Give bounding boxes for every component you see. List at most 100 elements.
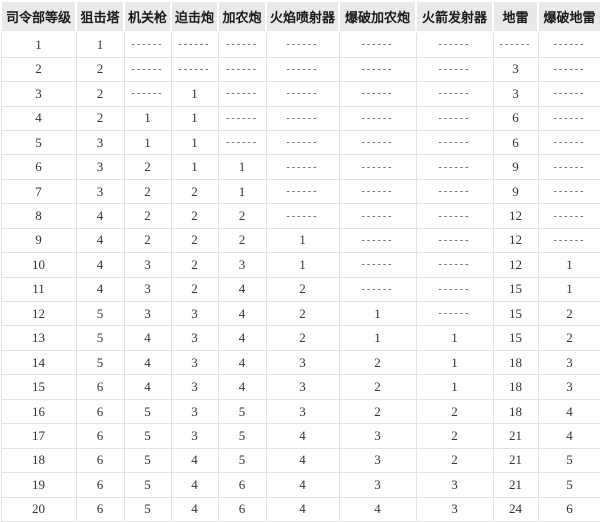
table-cell: 1	[415, 325, 494, 351]
table-cell: 4	[75, 276, 125, 303]
table-cell: 17	[0, 423, 77, 449]
table-cell: ------	[415, 129, 494, 156]
table-cell: ------	[537, 105, 600, 131]
column-header: 司令部等级	[0, 0, 77, 33]
table-cell: 5	[217, 398, 267, 425]
table-cell: 12	[492, 252, 539, 278]
table-cell: 5	[0, 129, 77, 156]
table-cell: ------	[338, 31, 417, 58]
table-cell: 1	[170, 105, 219, 131]
table-cell: 6	[217, 472, 267, 498]
table-cell: 4	[265, 447, 340, 474]
table-cell: 1	[123, 105, 172, 131]
table-cell: 5	[537, 447, 600, 474]
column-header: 爆破地雷	[537, 0, 600, 33]
table-cell: 5	[217, 423, 267, 449]
table-cell: 15	[492, 301, 539, 327]
table-cell: ------	[265, 154, 340, 180]
table-cell: ------	[338, 154, 417, 180]
table-cell: 6	[217, 496, 267, 522]
table-cell: 4	[217, 349, 267, 376]
table-cell: 20	[0, 496, 77, 522]
table-cell: 6	[75, 398, 125, 425]
table-row: 15 6 4 3 4 3 2 1 18 3	[0, 374, 600, 400]
table-cell: 4	[75, 252, 125, 278]
table-cell: 3	[492, 81, 539, 107]
table-row: 3 2 ------ 1 ------ ------ ------ ------ 3 ------	[0, 81, 600, 107]
column-header: 狙击塔	[75, 0, 125, 33]
table-cell: 15	[492, 276, 539, 303]
table-cell: 16	[0, 398, 77, 425]
table-cell: 19	[0, 472, 77, 498]
table-body: 1 1 ------ ------ ------ ------ ------ ------ --…	[0, 31, 600, 522]
table-cell: ------	[338, 203, 417, 229]
table-row: 2 2 ------ ------ ------ ------ ------ ------ 3-…	[0, 56, 600, 83]
table-cell: 3	[338, 447, 417, 474]
table-cell: ------	[537, 154, 600, 180]
table-cell: 1	[338, 301, 417, 327]
table-cell: 6	[75, 472, 125, 498]
table-cell: 1	[170, 154, 219, 180]
table-cell: 2	[265, 276, 340, 303]
column-header: 迫击炮	[170, 0, 219, 33]
table-cell: ------	[537, 129, 600, 156]
table-row: 19 6 5 4 6 4 3 3 21 5	[0, 472, 600, 498]
table-cell: ------	[123, 56, 172, 83]
table-row: 16 6 5 3 5 3 2 2 18 4	[0, 398, 600, 425]
table-cell: 8	[0, 203, 77, 229]
table-cell: 1	[265, 227, 340, 254]
table-cell: 2	[123, 154, 172, 180]
table-cell: 4	[123, 325, 172, 351]
table-cell: 3	[123, 301, 172, 327]
table-cell: ------	[170, 56, 219, 83]
table-cell: ------	[265, 203, 340, 229]
column-header: 地雷	[492, 0, 539, 33]
table-cell: ------	[217, 129, 267, 156]
table-cell: 2	[170, 203, 219, 229]
table-cell: ------	[415, 105, 494, 131]
table-row: 7 3 2 2 1 ------ ------ ------ 9 ------	[0, 178, 600, 205]
table-cell: 5	[123, 398, 172, 425]
table-cell: 2	[415, 398, 494, 425]
table-cell: 3	[170, 398, 219, 425]
table-cell: ------	[415, 301, 494, 327]
table-cell: 2	[75, 105, 125, 131]
table-cell: ------	[415, 276, 494, 303]
table-cell: ------	[217, 81, 267, 107]
table-cell: ------	[415, 178, 494, 205]
table-cell: 3	[170, 374, 219, 400]
table-cell: 2	[75, 56, 125, 83]
table-cell: 5	[75, 349, 125, 376]
table-cell: ------	[265, 31, 340, 58]
table-cell: ------	[217, 31, 267, 58]
table-cell: 3	[75, 129, 125, 156]
table-cell: ------	[338, 129, 417, 156]
table-cell: 6	[75, 374, 125, 400]
table-cell: 5	[123, 472, 172, 498]
table-cell: ------	[537, 31, 600, 58]
table-row: 14 5 4 3 4 3 2 1 18 3	[0, 349, 600, 376]
column-header: 爆破加农炮	[338, 0, 417, 33]
table-row: 5 3 1 1 ------ ------ ------ ------ 6 ------	[0, 129, 600, 156]
table-cell: ------	[338, 227, 417, 254]
table-row: 18 6 5 4 5 4 3 2 21 5	[0, 447, 600, 474]
table-row: 1 1 ------ ------ ------ ------ ------ ------ --…	[0, 31, 600, 58]
table-cell: ------	[338, 105, 417, 131]
table-cell: 1	[537, 276, 600, 303]
table-cell: ------	[415, 154, 494, 180]
table-cell: ------	[537, 178, 600, 205]
table-cell: 5	[123, 447, 172, 474]
table-cell: ------	[537, 56, 600, 83]
table-cell: 6	[75, 423, 125, 449]
table-cell: 4	[265, 496, 340, 522]
table-cell: 1	[75, 31, 125, 58]
table-cell: 4	[338, 496, 417, 522]
table-cell: 4	[0, 105, 77, 131]
column-header: 火箭发射器	[415, 0, 494, 33]
table-cell: 2	[338, 374, 417, 400]
table-cell: 18	[0, 447, 77, 474]
table-cell: 9	[492, 154, 539, 180]
table-cell: ------	[265, 105, 340, 131]
table-cell: 3	[75, 154, 125, 180]
table-cell: 1	[415, 349, 494, 376]
